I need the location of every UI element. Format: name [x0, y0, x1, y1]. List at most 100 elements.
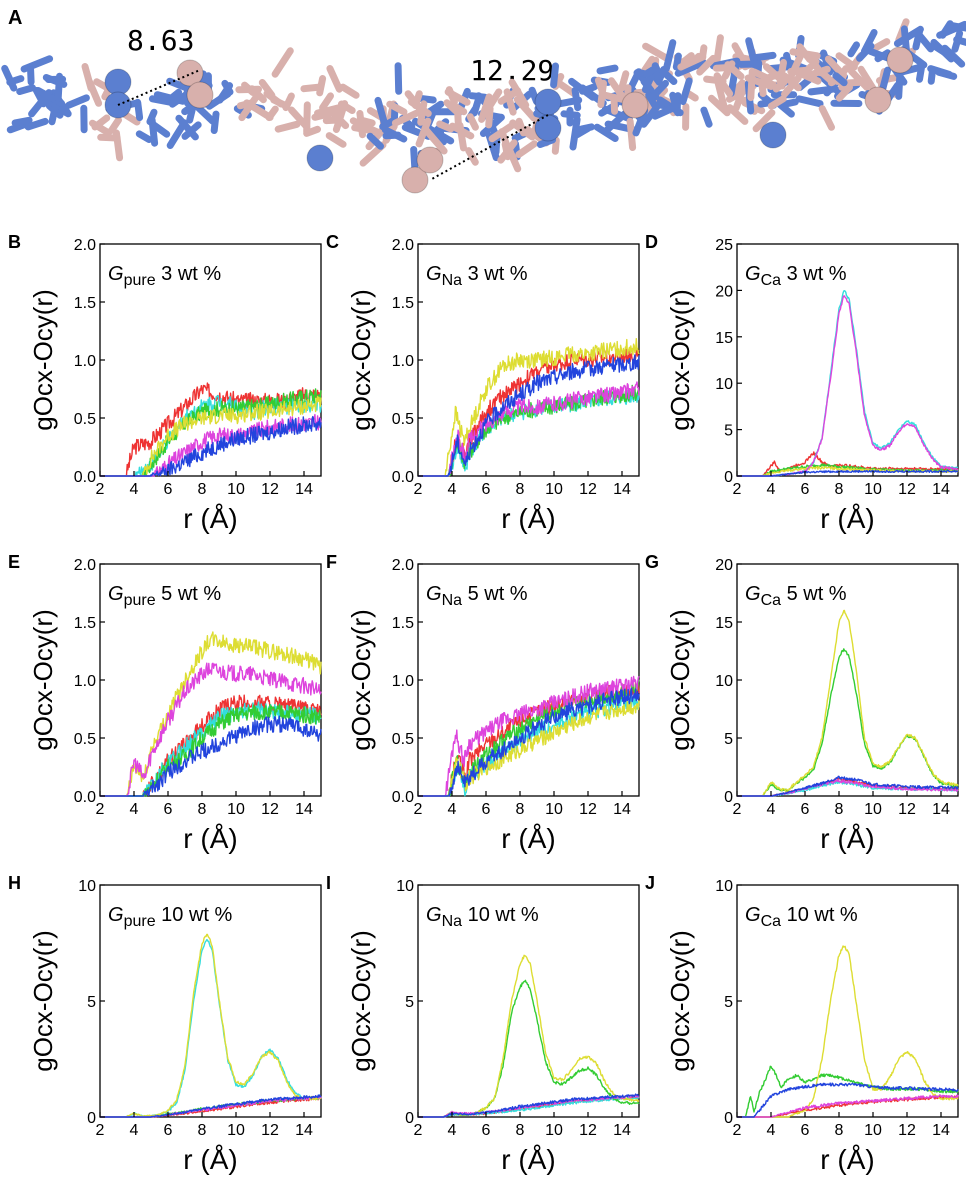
- chain-stick: [422, 126, 448, 155]
- x-tick-label: 12: [579, 481, 597, 498]
- panel-label: J: [645, 873, 655, 893]
- series-line-magenta: [418, 381, 640, 477]
- chain-stick: [752, 109, 776, 133]
- x-tick-label: 4: [130, 481, 139, 498]
- y-tick-label: 5: [724, 994, 733, 1011]
- chain-stick: [6, 121, 28, 134]
- x-axis-label: r (Å): [820, 823, 874, 854]
- chain-stick: [787, 66, 810, 75]
- chart-title-sub: Na: [442, 913, 463, 930]
- chart-title-sub: pure: [124, 913, 156, 930]
- chain-stick: [640, 103, 661, 128]
- x-tick-label: 14: [613, 1122, 631, 1139]
- chain-stick: [504, 143, 522, 173]
- chain-stick: [149, 120, 171, 138]
- x-tick-label: 10: [227, 1122, 245, 1139]
- panel-label: H: [8, 873, 21, 893]
- chain-stick: [263, 90, 285, 108]
- chain-stick: [166, 77, 195, 94]
- chart-title-rest: 5 wt %: [462, 583, 528, 605]
- chart-panel-j: J 2 4 6 8 10 12 14 0 5 10 GCa 10 wt % r (Å) gOcx-Ocy(…: [645, 873, 959, 1175]
- series-line-blue: [737, 1082, 959, 1118]
- y-tick-label: 0.0: [74, 789, 96, 806]
- chain-stick: [374, 96, 388, 126]
- plot-frame: [736, 243, 959, 477]
- x-tick-label: 12: [579, 1122, 597, 1139]
- chart-title-main: G: [108, 263, 124, 285]
- chain-stick: [456, 122, 467, 152]
- series-line-green: [737, 1065, 959, 1118]
- chain-stick: [27, 66, 35, 86]
- chain-stick: [175, 114, 199, 141]
- y-axis-label: gOcx-Ocy(r): [665, 930, 695, 1072]
- chain-stick: [731, 79, 746, 95]
- series-line-yellow: [418, 954, 640, 1118]
- ion-sphere: [416, 146, 444, 174]
- y-axis-label: gOcx-Ocy(r): [346, 609, 376, 751]
- chain-stick: [300, 83, 323, 93]
- chain-stick: [391, 108, 423, 127]
- chart-title-sub: Na: [442, 272, 463, 289]
- x-axis-label: r (Å): [501, 503, 555, 534]
- molecule-snapshot: A 8.63 12.29: [1, 7, 966, 194]
- series-line-blue: [418, 687, 640, 797]
- x-tick-label: 10: [864, 801, 882, 818]
- chart-title-rest: 3 wt %: [781, 263, 847, 285]
- x-tick-label: 2: [414, 1122, 423, 1139]
- chain-stick: [789, 48, 821, 60]
- x-tick-label: 12: [898, 1122, 916, 1139]
- chain-stick: [65, 94, 90, 109]
- x-tick-label: 12: [261, 801, 279, 818]
- y-tick-label: 5: [87, 994, 96, 1011]
- y-tick-label: 25: [715, 237, 733, 254]
- series-line-blue: [99, 715, 322, 797]
- chain-stick: [596, 64, 619, 75]
- x-tick-label: 4: [767, 801, 776, 818]
- chain-stick: [916, 63, 926, 83]
- ion-sphere: [864, 86, 892, 114]
- chain-stick: [169, 89, 192, 108]
- chain-stick: [672, 52, 682, 71]
- ion-sphere: [306, 144, 334, 172]
- ion-sphere: [621, 91, 649, 119]
- y-tick-label: 0: [405, 1110, 414, 1127]
- chart-title: GNa 10 wt %: [426, 904, 539, 930]
- chain-stick: [551, 136, 560, 155]
- x-axis-label: r (Å): [820, 1144, 874, 1175]
- chain-stick: [81, 63, 95, 92]
- chart-title-sub: pure: [124, 272, 156, 289]
- ion-sphere: [401, 166, 429, 194]
- chain-stick: [713, 34, 724, 65]
- y-tick-label: 2.0: [392, 237, 414, 254]
- chain-stick: [696, 54, 717, 76]
- chain-stick: [776, 100, 795, 118]
- chain-stick: [466, 113, 479, 131]
- chain-stick: [651, 105, 675, 120]
- x-tick-label: 12: [579, 801, 597, 818]
- chain-stick: [835, 83, 853, 102]
- x-tick-label: 4: [130, 1122, 139, 1139]
- chain-stick: [404, 90, 426, 115]
- x-tick-label: 8: [516, 1122, 525, 1139]
- panel-label: G: [645, 552, 659, 572]
- y-tick-label: 5: [724, 423, 733, 440]
- chain-stick: [935, 68, 958, 80]
- y-tick-label: 1.0: [392, 353, 414, 370]
- panel-label: C: [326, 232, 339, 252]
- y-tick-label: 0.5: [392, 731, 414, 748]
- x-axis-label: r (Å): [501, 1144, 555, 1175]
- y-tick-label: 0.0: [74, 469, 96, 486]
- series-line-yellow: [737, 609, 959, 797]
- chain-stick: [674, 59, 707, 77]
- chart-title: GCa 5 wt %: [745, 583, 847, 609]
- chain-stick: [951, 29, 964, 53]
- chart-title: GNa 3 wt %: [426, 263, 528, 289]
- chain-stick: [303, 125, 321, 137]
- y-tick-label: 1.0: [74, 673, 96, 690]
- chain-stick: [366, 132, 384, 150]
- chain-stick: [860, 29, 878, 55]
- y-axis-label: gOcx-Ocy(r): [665, 289, 695, 431]
- y-tick-label: 10: [715, 878, 733, 895]
- x-tick-label: 10: [545, 801, 563, 818]
- x-tick-label: 6: [482, 481, 491, 498]
